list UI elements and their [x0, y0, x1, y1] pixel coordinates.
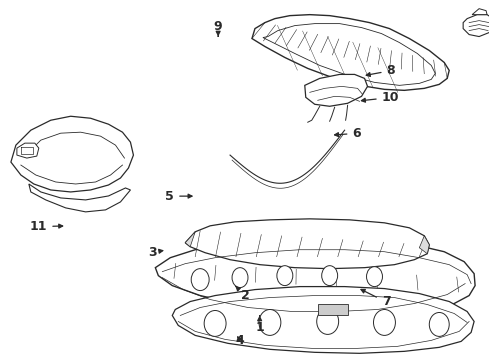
Ellipse shape: [373, 310, 395, 336]
Text: 5: 5: [166, 190, 192, 203]
Polygon shape: [472, 9, 487, 15]
Polygon shape: [29, 184, 130, 212]
Ellipse shape: [317, 309, 339, 334]
Polygon shape: [155, 238, 475, 315]
Polygon shape: [305, 75, 368, 106]
Ellipse shape: [232, 268, 248, 288]
Text: 7: 7: [361, 289, 391, 309]
Polygon shape: [463, 15, 490, 37]
Text: 2: 2: [236, 286, 249, 302]
Text: 10: 10: [362, 91, 399, 104]
Ellipse shape: [191, 269, 209, 291]
Ellipse shape: [204, 310, 226, 336]
Ellipse shape: [429, 312, 449, 336]
Text: 1: 1: [255, 316, 264, 334]
Text: 8: 8: [366, 64, 395, 77]
Ellipse shape: [277, 266, 293, 285]
Polygon shape: [185, 232, 195, 247]
Text: 4: 4: [236, 334, 245, 347]
Polygon shape: [263, 24, 435, 85]
Polygon shape: [172, 287, 474, 353]
Polygon shape: [185, 219, 429, 269]
Polygon shape: [17, 143, 39, 158]
Text: 11: 11: [30, 220, 63, 233]
Polygon shape: [252, 15, 449, 90]
Text: 6: 6: [335, 127, 361, 140]
Polygon shape: [419, 236, 429, 254]
Text: 3: 3: [148, 246, 163, 259]
Ellipse shape: [367, 267, 383, 287]
Ellipse shape: [322, 266, 338, 285]
Polygon shape: [318, 303, 347, 315]
Text: 9: 9: [214, 21, 222, 36]
Ellipse shape: [259, 310, 281, 336]
Polygon shape: [11, 116, 133, 192]
